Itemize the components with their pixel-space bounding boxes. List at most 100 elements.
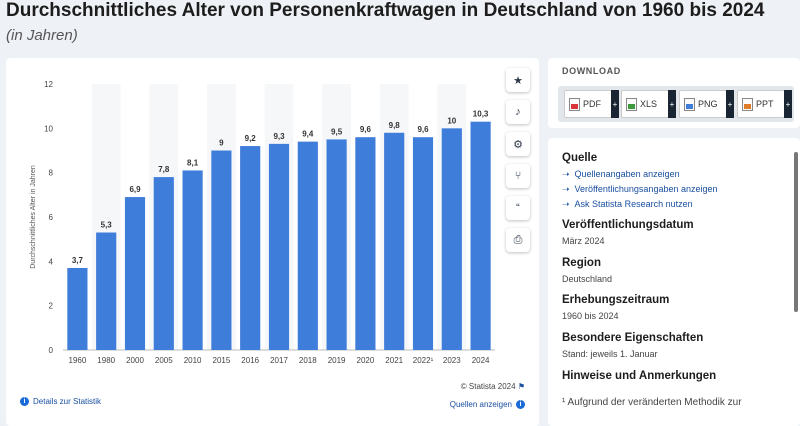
sources-label: Quellen anzeigen [449,400,512,409]
region-value: Deutschland [562,274,613,284]
source-link-citation[interactable]: ➝ Quellenangaben anzeigen [562,169,680,180]
bar [412,137,434,350]
details-label: Details zur Statistik [33,397,102,406]
info-panel: Quelle ➝ Quellenangaben anzeigen ➝ Veröffe… [548,138,800,426]
data-label: 9,6 [417,125,429,134]
x-tick-label: 2010 [184,356,202,365]
bar [268,143,290,350]
data-label: 9,8 [389,121,401,130]
x-tick-label: 2024 [472,356,490,365]
cite-button[interactable]: “ [506,196,530,220]
data-label: 9,4 [302,130,314,139]
data-label: 5,3 [101,221,113,230]
share-button[interactable]: ⑂ [506,164,530,188]
settings-button[interactable]: ⚙ [506,132,530,156]
data-label: 9,3 [273,132,285,141]
data-label: 10,3 [473,110,489,119]
xls-label: XLS [640,99,658,109]
x-tick-label: 2016 [241,356,259,365]
arrow-right-icon: ➝ [562,184,570,194]
print-button[interactable]: ⎙ [506,228,530,252]
data-label: 9,6 [360,125,372,134]
download-ppt-button[interactable]: PPT + [737,90,792,118]
plus-icon[interactable]: + [611,90,619,118]
period-heading: Erhebungszeitraum [562,294,670,306]
x-tick-label: 2005 [155,356,173,365]
data-label: 9,5 [331,127,343,136]
bar [355,137,376,350]
ppt-label: PPT [756,99,774,109]
data-label: 8,1 [187,158,199,167]
info-icon: i [516,400,525,409]
arrow-right-icon: ➝ [562,199,570,209]
download-xls-button[interactable]: XLS + [621,90,676,118]
quote-icon: “ [516,202,520,214]
pubdate-heading: Veröffentlichungsdatum [562,219,694,231]
png-label: PNG [698,99,718,109]
x-tick-label: 2015 [213,356,231,365]
x-tick-label: 2020 [357,356,375,365]
bar [67,267,88,350]
bar [384,132,405,350]
flag-icon: ⚑ [517,382,525,391]
bar [441,128,462,350]
bar [211,150,232,350]
pdf-file-icon [569,97,580,111]
pubdate-value: März 2024 [562,236,605,246]
x-tick-label: 2000 [126,356,144,365]
data-label: 9,2 [245,134,257,143]
y-tick-label: 12 [44,80,53,89]
source-link-label: Ask Statista Research nutzen [574,199,693,209]
plus-icon[interactable]: + [668,90,676,118]
y-tick-label: 2 [49,302,54,311]
png-file-icon [684,97,695,111]
details-link[interactable]: i Details zur Statistik [20,397,101,406]
source-link-publication[interactable]: ➝ Veröffentlichungsangaben anzeigen [562,184,718,195]
star-icon: ★ [513,74,523,87]
data-label: 10 [447,116,456,125]
x-tick-label: 1980 [97,356,115,365]
sources-link[interactable]: Quellen anzeigen i [450,400,525,409]
y-tick-label: 0 [49,346,54,355]
bar [96,232,117,350]
y-axis-label: Durchschnittliches Alter in Jahren [30,165,37,269]
y-tick-label: 4 [49,257,54,266]
x-tick-label: 2021 [385,356,403,365]
gear-icon: ⚙ [513,138,523,151]
x-tick-label: 2017 [270,356,288,365]
x-tick-label: 2023 [443,356,461,365]
bar [470,121,491,350]
share-icon: ⑂ [514,170,522,182]
x-tick-label: 1960 [69,356,87,365]
print-icon: ⎙ [513,233,523,246]
xls-file-icon [626,97,637,111]
bell-icon: ♪ [515,106,521,118]
x-tick-label: 2019 [328,356,346,365]
info-icon: i [20,397,29,406]
page-subtitle: (in Jahren) [6,27,78,44]
page-title: Durchschnittliches Alter von Personenkra… [6,0,765,21]
plus-icon[interactable]: + [784,90,792,118]
ppt-file-icon [742,97,753,111]
properties-value: Stand: jeweils 1. Januar [562,349,658,359]
notification-button[interactable]: ♪ [506,100,530,124]
chart-panel: 0 2 4 6 8 10 12 Durchschnittliches Alter in Jah… [6,58,539,426]
period-value: 1960 bis 2024 [562,311,619,321]
data-label: 9 [219,139,224,148]
y-tick-label: 6 [49,213,54,222]
download-png-button[interactable]: PNG + [679,90,734,118]
notes-heading: Hinweise und Anmerkungen [562,370,717,382]
data-label: 3,7 [72,256,84,265]
scrollbar[interactable] [794,152,798,312]
favorite-button[interactable]: ★ [506,68,530,92]
source-link-research[interactable]: ➝ Ask Statista Research nutzen [562,199,693,210]
copyright-text: © Statista 2024 [460,382,516,391]
bar [240,146,261,350]
bar-chart: 0 2 4 6 8 10 12 Durchschnittliches Alter in Jah… [30,80,495,365]
y-tick-label: 8 [49,169,54,178]
plus-icon[interactable]: + [726,90,734,118]
download-pdf-button[interactable]: PDF + [564,90,619,118]
source-link-label: Veröffentlichungsangaben anzeigen [574,184,718,194]
copyright-link[interactable]: © Statista 2024 ⚑ [461,382,525,391]
x-tick-label: 2018 [299,356,317,365]
